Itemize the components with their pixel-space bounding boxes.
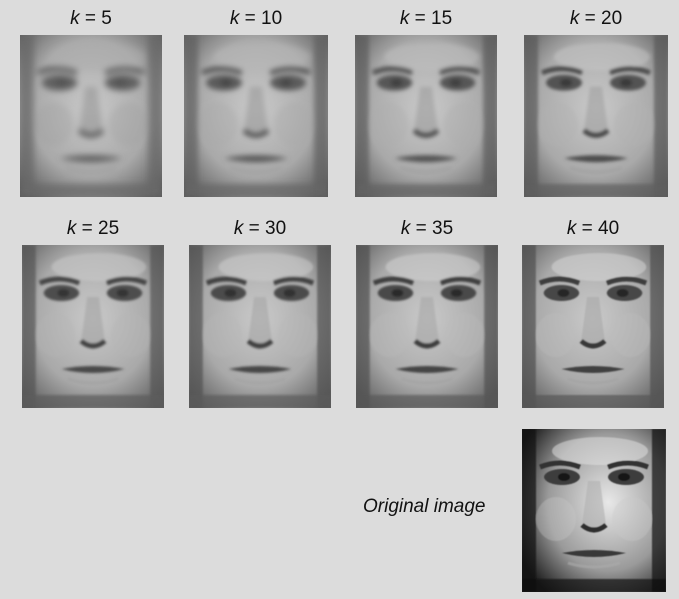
panel-label-k10: k = 10 [229,8,283,29]
face-reconstruction-k20 [524,35,668,197]
panel-label-k40: k = 40 [566,218,620,239]
original-image-label: Original image [363,496,486,517]
face-reconstruction-k5 [20,35,162,197]
face-original-image [522,429,666,592]
panel-label-k25: k = 25 [66,218,120,239]
panel-label-k30: k = 30 [233,218,287,239]
face-reconstruction-k35 [356,245,498,408]
panel-label-k5: k = 5 [70,8,112,29]
panel-label-k15: k = 15 [399,8,453,29]
face-reconstruction-k40 [522,245,664,408]
face-reconstruction-k10 [184,35,328,197]
face-reconstruction-k30 [189,245,331,408]
panel-label-k35: k = 35 [400,218,454,239]
face-reconstruction-k15 [355,35,497,197]
face-reconstruction-k25 [22,245,164,408]
panel-label-k20: k = 20 [569,8,623,29]
